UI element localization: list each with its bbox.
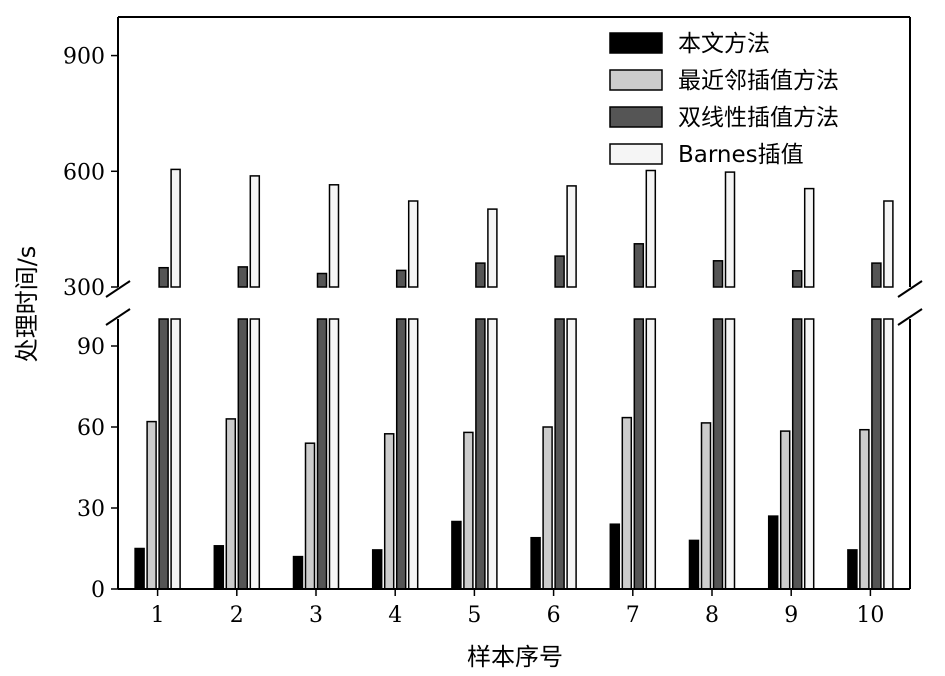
bar-3-8-lower	[712, 318, 724, 590]
axis-break-mark-right-upper	[897, 280, 923, 298]
y-tick-label: 30	[77, 497, 105, 522]
bar-1-10	[847, 549, 858, 590]
bar-4-4-upper	[407, 200, 419, 288]
bar-4-8-lower	[724, 318, 736, 590]
x-tick-label: 6	[547, 603, 561, 628]
bar-2-10	[859, 428, 870, 590]
bar-4-9-upper	[803, 187, 815, 288]
bar-3-5-lower	[475, 318, 486, 590]
y-tick-label: 300	[63, 276, 105, 301]
y-tick-label: 600	[63, 160, 105, 185]
bar-4-3-lower	[328, 318, 340, 590]
x-axis-title: 样本序号	[467, 643, 563, 671]
bar-4-7-lower	[645, 318, 657, 590]
bar-3-8-upper	[712, 260, 724, 288]
bar-2-9	[779, 430, 791, 590]
y-tick-label: 60	[77, 416, 105, 441]
bar-3-6-upper	[554, 255, 565, 288]
bar-3-6-lower	[554, 318, 565, 590]
bar-1-5	[451, 520, 462, 590]
axis-break-gap-left	[104, 289, 132, 317]
bar-1-4	[371, 549, 383, 590]
bar-3-2-lower	[237, 318, 249, 590]
bar-1-8	[688, 539, 700, 590]
legend-swatch-3	[609, 106, 663, 128]
y-tick-label: 90	[77, 335, 105, 360]
legend-label-2: 最近邻插值方法	[678, 68, 839, 94]
bar-3-7-lower	[633, 318, 645, 590]
bar-3-3-upper	[316, 272, 328, 288]
legend-label-4: Barnes插值	[678, 142, 804, 168]
ticks-layer: 1 2 3 4 5 6 7 8 9 10 0 30 60 90 300 600 900	[63, 45, 884, 628]
bar-3-7-upper	[633, 243, 645, 288]
y-tick-label: 0	[91, 578, 105, 603]
bar-1-9	[767, 515, 779, 590]
bar-3-10-lower	[871, 318, 882, 590]
x-tick-label: 10	[856, 603, 884, 628]
bar-1-1	[134, 547, 145, 590]
x-tick-label: 4	[388, 603, 402, 628]
bar-4-5-lower	[487, 318, 498, 590]
legend-swatch-1	[609, 32, 663, 54]
bar-4-9-lower	[803, 318, 815, 590]
bar-3-4-upper	[395, 269, 407, 288]
y-axis-title: 处理时间/s	[13, 246, 41, 363]
bar-4-7-upper	[645, 169, 657, 288]
bar-4-1-lower	[170, 318, 181, 590]
bar-4-3-upper	[328, 184, 340, 288]
bar-2-2	[225, 418, 237, 590]
legend-label-1: 本文方法	[678, 31, 770, 57]
bar-4-8-upper	[724, 171, 736, 288]
x-tick-label: 1	[151, 603, 165, 628]
bar-2-4	[383, 433, 395, 590]
bar-2-7	[621, 416, 633, 590]
bar-1-3	[292, 555, 304, 590]
bar-3-9-upper	[791, 270, 803, 288]
x-tick-label: 5	[467, 603, 481, 628]
bar-3-5-upper	[475, 262, 486, 288]
x-tick-label: 9	[784, 603, 798, 628]
axis-break-mark-left-upper	[105, 280, 131, 298]
axis-break-gap-right	[896, 289, 924, 317]
bar-4-4-lower	[407, 318, 419, 590]
bar-4-10-lower	[883, 318, 894, 590]
bar-3-9-lower	[791, 318, 803, 590]
bar-2-1	[146, 420, 157, 590]
axes-layer	[104, 16, 924, 590]
bar-2-5	[463, 431, 474, 590]
x-tick-label: 3	[309, 603, 323, 628]
legend-label-3: 双线性插值方法	[678, 105, 839, 131]
x-tick-label: 8	[705, 603, 719, 628]
bar-2-8	[700, 422, 712, 590]
bar-1-6	[530, 536, 541, 590]
bar-3-2-upper	[237, 266, 249, 288]
x-tick-label: 2	[230, 603, 244, 628]
bar-3-4-lower	[395, 318, 407, 590]
legend-swatch-2	[609, 69, 663, 91]
bar-3-10-upper	[871, 262, 882, 288]
bar-4-6-upper	[566, 185, 577, 288]
axis-break-mark-right-lower	[897, 308, 923, 326]
bar-3-3-lower	[316, 318, 328, 590]
bar-4-1-upper	[170, 168, 181, 288]
bar-4-10-upper	[883, 200, 894, 288]
bar-4-2-upper	[249, 175, 261, 288]
bar-1-7	[609, 523, 621, 590]
bar-3-1-lower	[158, 318, 169, 590]
bar-1-2	[213, 545, 225, 590]
y-tick-label: 900	[63, 45, 105, 70]
x-tick-label: 7	[626, 603, 640, 628]
bar-4-2-lower	[249, 318, 261, 590]
legend-swatch-4	[609, 143, 663, 165]
bar-4-6-lower	[566, 318, 577, 590]
bar-3-1-upper	[158, 266, 169, 288]
bars-layer	[134, 168, 894, 590]
bar-4-5-upper	[487, 208, 498, 288]
axis-break-mark-left-lower	[105, 308, 131, 326]
bar-2-3	[304, 442, 316, 590]
bar-2-6	[542, 426, 553, 590]
